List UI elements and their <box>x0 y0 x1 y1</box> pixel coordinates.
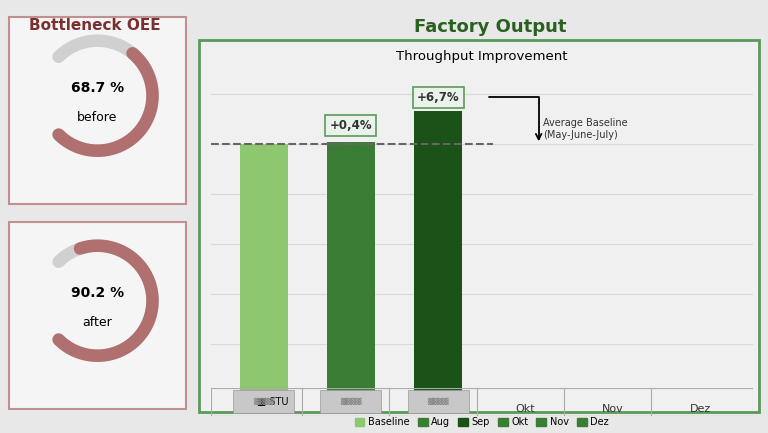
Text: Bottleneck OEE: Bottleneck OEE <box>29 18 161 33</box>
Text: before: before <box>78 111 118 124</box>
Text: Average Baseline
(May-June-July): Average Baseline (May-June-July) <box>543 118 627 140</box>
Text: ▓▓▓▓: ▓▓▓▓ <box>253 398 274 405</box>
Text: after: after <box>83 316 112 329</box>
FancyBboxPatch shape <box>9 222 186 409</box>
FancyBboxPatch shape <box>9 17 186 204</box>
Text: ■ STU: ■ STU <box>257 397 288 407</box>
Text: Factory Output: Factory Output <box>414 18 566 36</box>
Bar <box>414 111 462 394</box>
FancyBboxPatch shape <box>233 391 294 413</box>
Text: +0,4%: +0,4% <box>329 119 372 132</box>
Bar <box>327 142 375 394</box>
FancyBboxPatch shape <box>408 391 468 413</box>
Text: +6,7%: +6,7% <box>417 91 459 104</box>
Bar <box>240 144 287 394</box>
FancyBboxPatch shape <box>320 391 382 413</box>
FancyBboxPatch shape <box>199 40 759 412</box>
Text: Throughput Improvement: Throughput Improvement <box>396 50 568 63</box>
Text: ▓▓▓▓: ▓▓▓▓ <box>340 398 362 405</box>
Text: 68.7 %: 68.7 % <box>71 81 124 95</box>
Legend: Baseline, Aug, Sep, Okt, Nov, Dez: Baseline, Aug, Sep, Okt, Nov, Dez <box>351 413 613 431</box>
Text: ▓▓▓▓: ▓▓▓▓ <box>428 398 449 405</box>
Text: 90.2 %: 90.2 % <box>71 286 124 300</box>
